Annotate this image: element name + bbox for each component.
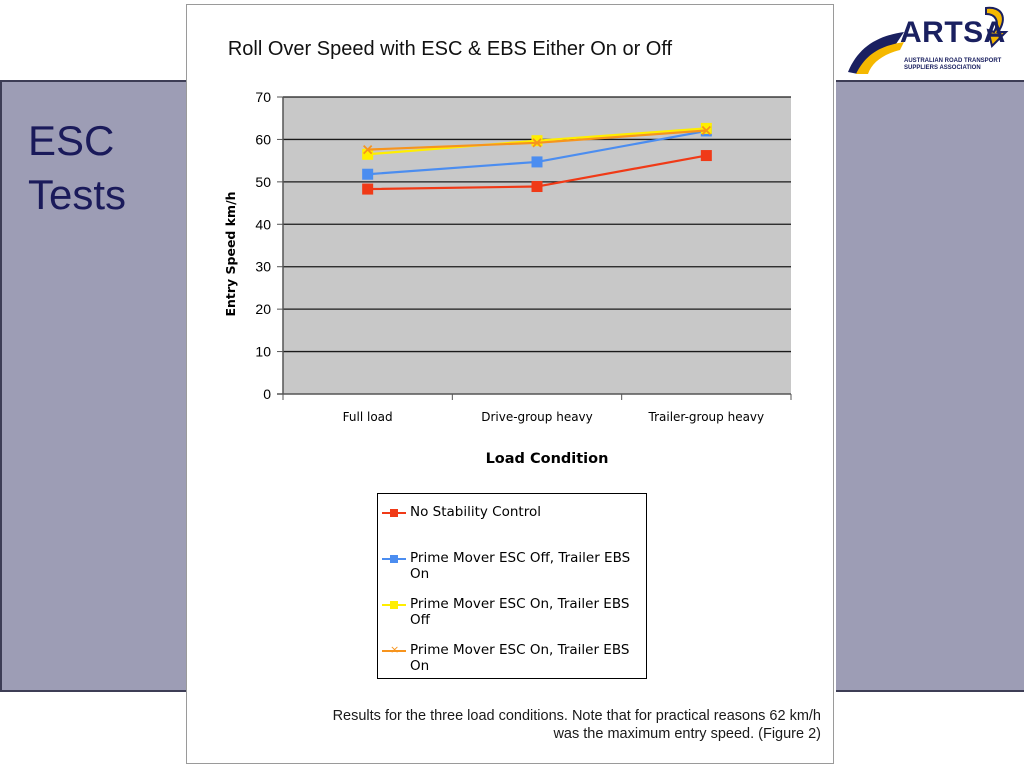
x-tick-label: Trailer-group heavy [648, 410, 765, 424]
x-tick-label: Drive-group heavy [481, 410, 593, 424]
data-point [532, 138, 542, 148]
legend-label: No Stability Control [410, 504, 541, 520]
data-point [362, 183, 374, 195]
legend-item: × Prime Mover ESC On, Trailer EBS On [378, 640, 646, 676]
x-tick-label: Full load [343, 410, 393, 424]
data-point [362, 148, 374, 160]
figure-caption: Results for the three load conditions. N… [227, 707, 821, 743]
data-point [700, 150, 712, 162]
plot-layer: 0 10 20 30 40 50 60 70 Full load Drive-group heav… [255, 89, 792, 424]
slide-title: ESC Tests [28, 114, 126, 222]
legend-swatch [382, 554, 406, 564]
legend-item: No Stability Control [378, 502, 646, 538]
artsa-logo: ARTSA AUSTRALIAN ROAD TRANSPORT SUPPLIER… [846, 2, 1022, 78]
y-tick-label: 50 [255, 174, 271, 190]
series-4 [363, 125, 711, 155]
series-1 [362, 150, 712, 195]
chart-panel: 0 10 20 30 40 50 60 70 Full load Drive-group heav… [186, 4, 834, 764]
data-point [700, 122, 712, 134]
y-tick-label: 40 [255, 216, 271, 232]
series-3 [362, 122, 712, 160]
data-point [531, 156, 543, 168]
y-tick-label: 20 [255, 301, 271, 317]
legend-label: Prime Mover ESC On, Trailer EBS On [410, 642, 630, 674]
legend-item: Prime Mover ESC Off, Trailer EBS On [378, 548, 646, 584]
slide-title-line-1: ESC [28, 117, 115, 164]
chart-title: Roll Over Speed with ESC & EBS Either On… [228, 38, 673, 60]
data-point [531, 135, 543, 147]
road-swoosh-icon [848, 6, 1009, 74]
logo-subtitle: AUSTRALIAN ROAD TRANSPORT SUPPLIERS ASSO… [904, 58, 1002, 71]
legend-label: Prime Mover ESC On, Trailer EBS Off [410, 596, 630, 628]
logo-wordmark: ARTSA [900, 16, 1006, 49]
y-tick-label: 70 [255, 89, 271, 105]
caption-line-2: was the maximum entry speed. (Figure 2) [553, 726, 821, 742]
right-decor-band [836, 80, 1024, 692]
y-tick-label: 10 [255, 344, 271, 360]
data-point [363, 144, 373, 155]
slide-title-line-2: Tests [28, 171, 127, 218]
x-axis-label: Load Condition [486, 451, 609, 467]
data-point [362, 168, 374, 180]
legend-item: Prime Mover ESC On, Trailer EBS Off [378, 594, 646, 630]
legend-label: Prime Mover ESC Off, Trailer EBS On [410, 550, 631, 582]
chart: 0 10 20 30 40 50 60 70 Full load Drive-group heav… [223, 38, 792, 467]
legend-swatch [382, 600, 406, 610]
legend-swatch: × [382, 644, 406, 656]
chart-legend: No Stability Control Prime Mover ESC Off,… [377, 493, 647, 679]
y-tick-label: 60 [255, 131, 271, 147]
caption-line-1: Results for the three load conditions. N… [332, 708, 821, 724]
legend-swatch [382, 508, 406, 518]
data-point [701, 125, 711, 136]
left-decor-band [0, 80, 186, 692]
data-point [531, 181, 543, 193]
y-tick-label: 30 [255, 259, 271, 275]
y-axis-label: Entry Speed km/h [223, 191, 238, 316]
y-tick-label: 0 [263, 386, 271, 402]
plot-area [283, 97, 791, 394]
